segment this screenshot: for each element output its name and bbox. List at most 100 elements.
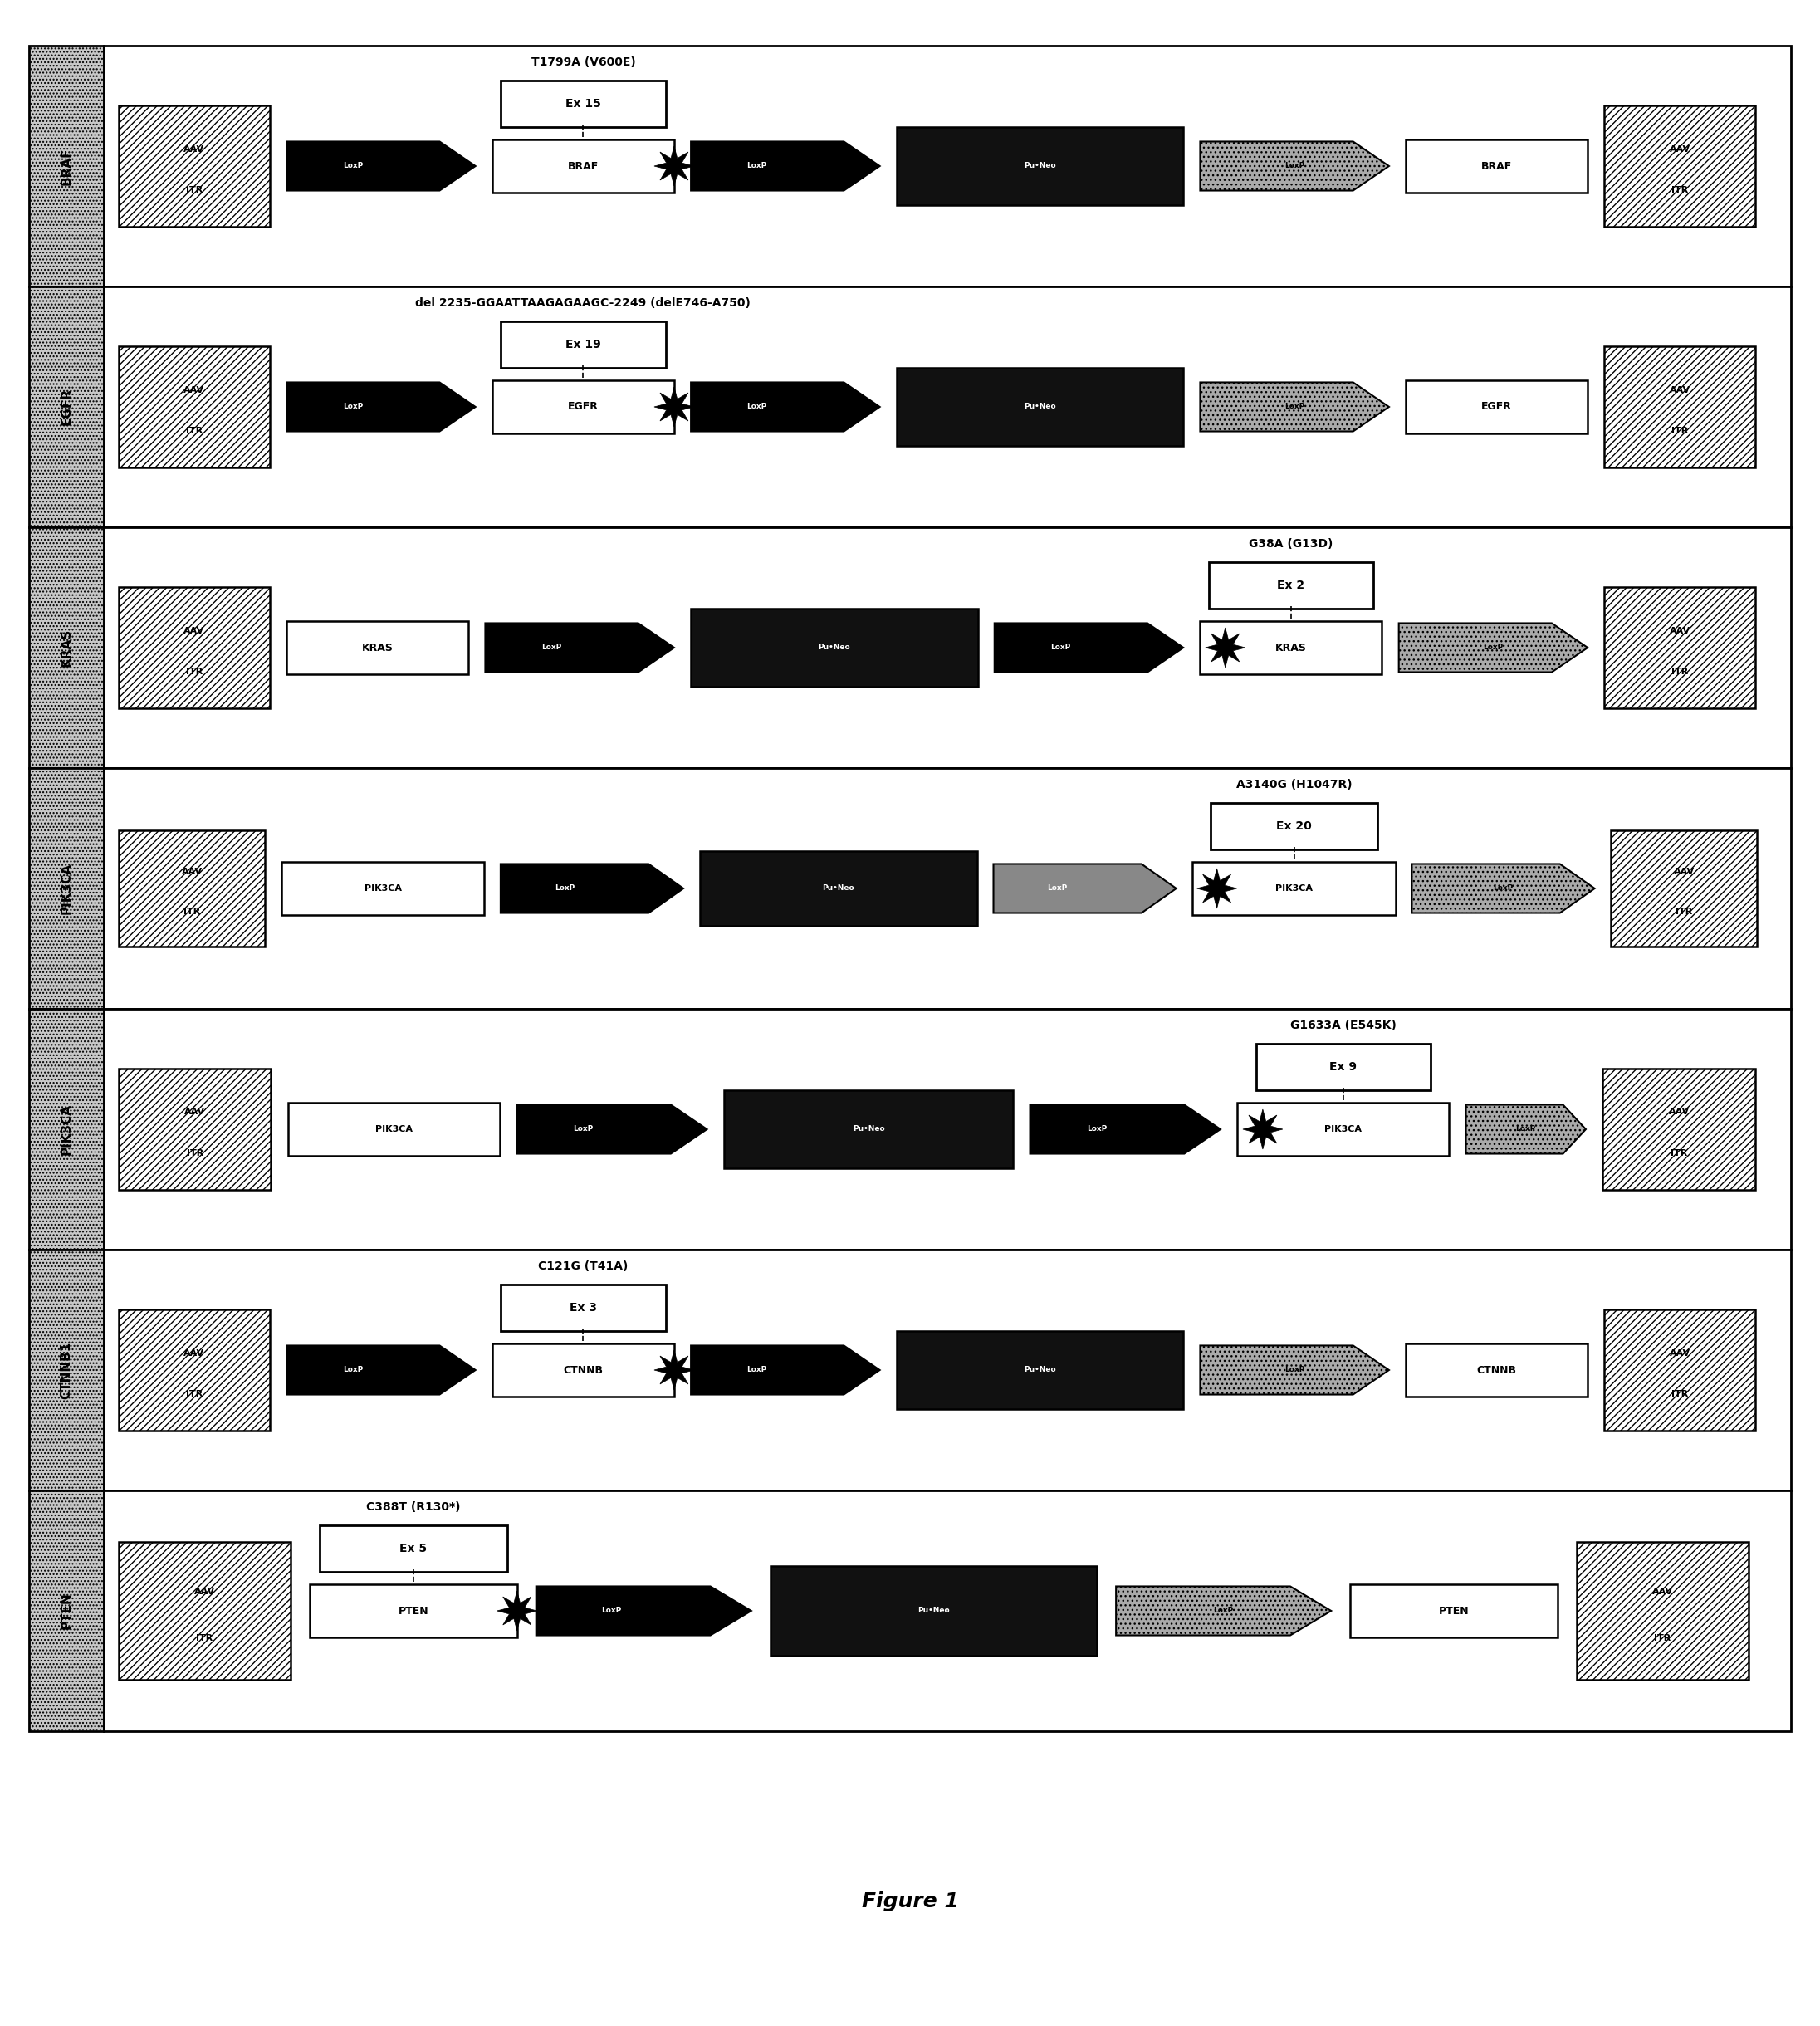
- FancyBboxPatch shape: [1210, 802, 1378, 849]
- FancyBboxPatch shape: [1605, 1309, 1756, 1430]
- FancyBboxPatch shape: [104, 1491, 1791, 1732]
- Text: C388T (R130*): C388T (R130*): [366, 1501, 460, 1513]
- Polygon shape: [1412, 863, 1594, 914]
- Text: LoxP: LoxP: [342, 162, 362, 170]
- Text: AAV: AAV: [1674, 867, 1694, 875]
- Text: AAV: AAV: [182, 867, 202, 875]
- Text: CTNNB1: CTNNB1: [60, 1341, 73, 1398]
- FancyBboxPatch shape: [29, 286, 104, 527]
- Polygon shape: [537, 1586, 752, 1635]
- Text: PIK3CA: PIK3CA: [60, 1104, 73, 1155]
- Polygon shape: [653, 146, 693, 186]
- Text: LoxP: LoxP: [541, 644, 561, 652]
- Polygon shape: [692, 142, 879, 190]
- Polygon shape: [1465, 1104, 1585, 1153]
- FancyBboxPatch shape: [501, 81, 666, 128]
- Text: LoxP: LoxP: [555, 885, 575, 891]
- FancyBboxPatch shape: [286, 622, 468, 675]
- FancyBboxPatch shape: [29, 768, 104, 1009]
- FancyBboxPatch shape: [1605, 588, 1756, 709]
- Polygon shape: [1199, 142, 1389, 190]
- Text: Pu•Neo: Pu•Neo: [819, 644, 850, 652]
- Text: ITR: ITR: [197, 1635, 213, 1643]
- FancyBboxPatch shape: [118, 105, 269, 227]
- FancyBboxPatch shape: [897, 1331, 1183, 1408]
- Text: LoxP: LoxP: [1285, 1366, 1305, 1374]
- Polygon shape: [501, 863, 682, 914]
- Text: C121G (T41A): C121G (T41A): [539, 1260, 628, 1272]
- Text: PIK3CA: PIK3CA: [1325, 1124, 1361, 1133]
- FancyBboxPatch shape: [282, 863, 484, 916]
- Text: PIK3CA: PIK3CA: [375, 1124, 413, 1133]
- FancyBboxPatch shape: [1405, 1343, 1587, 1396]
- Text: EGFR: EGFR: [60, 389, 73, 425]
- FancyBboxPatch shape: [897, 369, 1183, 446]
- Text: A3140G (H1047R): A3140G (H1047R): [1236, 780, 1352, 790]
- Text: ITR: ITR: [186, 1149, 204, 1157]
- FancyBboxPatch shape: [897, 128, 1183, 205]
- Text: BRAF: BRAF: [1481, 160, 1512, 172]
- Text: ITR: ITR: [1671, 186, 1689, 194]
- Text: ITR: ITR: [186, 669, 202, 677]
- Text: LoxP: LoxP: [573, 1126, 593, 1133]
- Text: T1799A (V600E): T1799A (V600E): [531, 57, 635, 69]
- Text: Ex 9: Ex 9: [1329, 1062, 1358, 1074]
- Text: Pu•Neo: Pu•Neo: [1025, 162, 1056, 170]
- Text: Ex 5: Ex 5: [400, 1544, 428, 1554]
- FancyBboxPatch shape: [118, 346, 269, 468]
- FancyBboxPatch shape: [118, 1542, 291, 1680]
- Text: ITR: ITR: [1671, 1149, 1687, 1157]
- FancyBboxPatch shape: [1605, 105, 1756, 227]
- Text: del 2235-GGAATTAAGAGAAGC-2249 (delE746-A750): del 2235-GGAATTAAGAGAAGC-2249 (delE746-A…: [415, 298, 752, 310]
- FancyBboxPatch shape: [118, 1309, 269, 1430]
- Polygon shape: [692, 1345, 879, 1394]
- FancyBboxPatch shape: [1238, 1102, 1449, 1155]
- Text: PIK3CA: PIK3CA: [364, 883, 402, 893]
- Text: ITR: ITR: [1671, 1390, 1689, 1398]
- Text: LoxP: LoxP: [1483, 644, 1503, 652]
- FancyBboxPatch shape: [491, 381, 673, 434]
- Text: AAV: AAV: [184, 146, 204, 154]
- FancyBboxPatch shape: [1603, 1068, 1754, 1189]
- FancyBboxPatch shape: [118, 1068, 271, 1189]
- Text: LoxP: LoxP: [342, 403, 362, 411]
- Polygon shape: [1030, 1104, 1221, 1153]
- FancyBboxPatch shape: [104, 1009, 1791, 1250]
- Polygon shape: [994, 863, 1176, 914]
- Polygon shape: [1199, 1345, 1389, 1394]
- Text: KRAS: KRAS: [1276, 642, 1307, 652]
- Text: Pu•Neo: Pu•Neo: [1025, 403, 1056, 411]
- FancyBboxPatch shape: [104, 286, 1791, 527]
- Text: ITR: ITR: [1671, 427, 1689, 436]
- Polygon shape: [1400, 624, 1587, 673]
- FancyBboxPatch shape: [501, 322, 666, 369]
- Text: Ex 3: Ex 3: [570, 1303, 597, 1313]
- Text: EGFR: EGFR: [1481, 401, 1512, 411]
- FancyBboxPatch shape: [1405, 381, 1587, 434]
- Text: LoxP: LoxP: [1285, 403, 1305, 411]
- FancyBboxPatch shape: [104, 1250, 1791, 1491]
- Text: KRAS: KRAS: [60, 628, 73, 667]
- Polygon shape: [1243, 1110, 1283, 1149]
- FancyBboxPatch shape: [770, 1566, 1097, 1655]
- Text: CTNNB: CTNNB: [1476, 1366, 1516, 1376]
- FancyBboxPatch shape: [118, 588, 269, 709]
- FancyBboxPatch shape: [1256, 1043, 1431, 1090]
- Text: AAV: AAV: [1669, 385, 1691, 395]
- Polygon shape: [286, 1345, 475, 1394]
- Text: AAV: AAV: [184, 1108, 206, 1116]
- FancyBboxPatch shape: [1199, 622, 1381, 675]
- Polygon shape: [653, 1349, 693, 1390]
- Text: LoxP: LoxP: [1046, 885, 1068, 891]
- Text: Ex 15: Ex 15: [566, 97, 601, 109]
- Text: AAV: AAV: [1669, 1349, 1691, 1357]
- Text: Ex 19: Ex 19: [566, 338, 601, 350]
- Polygon shape: [1198, 869, 1238, 908]
- Text: ITR: ITR: [186, 186, 202, 194]
- Text: ITR: ITR: [184, 908, 200, 916]
- FancyBboxPatch shape: [1576, 1542, 1749, 1680]
- Text: LoxP: LoxP: [746, 162, 766, 170]
- Text: Pu•Neo: Pu•Neo: [917, 1607, 950, 1615]
- Text: LoxP: LoxP: [746, 403, 766, 411]
- Text: LoxP: LoxP: [746, 1366, 766, 1374]
